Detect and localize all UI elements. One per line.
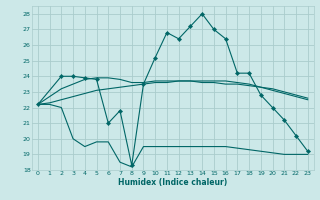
X-axis label: Humidex (Indice chaleur): Humidex (Indice chaleur) [118, 178, 228, 187]
